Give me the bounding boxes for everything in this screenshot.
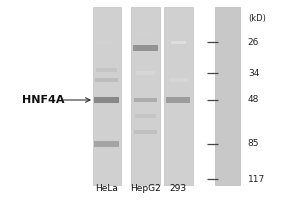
- Text: 85: 85: [248, 139, 259, 148]
- Text: HeLa: HeLa: [95, 184, 118, 193]
- Bar: [133, 45, 158, 51]
- Bar: [134, 98, 157, 102]
- Bar: [215, 7, 240, 185]
- Bar: [136, 71, 155, 75]
- Bar: [94, 97, 119, 103]
- Text: 117: 117: [248, 175, 265, 184]
- Bar: [131, 7, 160, 185]
- Bar: [171, 41, 186, 44]
- Bar: [134, 130, 157, 134]
- Bar: [92, 7, 121, 185]
- Text: (kD): (kD): [248, 14, 266, 23]
- Bar: [96, 68, 117, 72]
- Bar: [95, 78, 118, 82]
- Text: HepG2: HepG2: [130, 184, 161, 193]
- Bar: [137, 31, 154, 34]
- Bar: [169, 78, 188, 82]
- Bar: [94, 141, 119, 147]
- Bar: [164, 7, 193, 185]
- Bar: [97, 41, 117, 44]
- Text: 293: 293: [170, 184, 187, 193]
- Text: 34: 34: [248, 69, 259, 78]
- Text: 48: 48: [248, 95, 259, 104]
- Text: HNF4A: HNF4A: [22, 95, 64, 105]
- Bar: [166, 97, 190, 103]
- Text: 26: 26: [248, 38, 259, 47]
- Bar: [135, 114, 156, 118]
